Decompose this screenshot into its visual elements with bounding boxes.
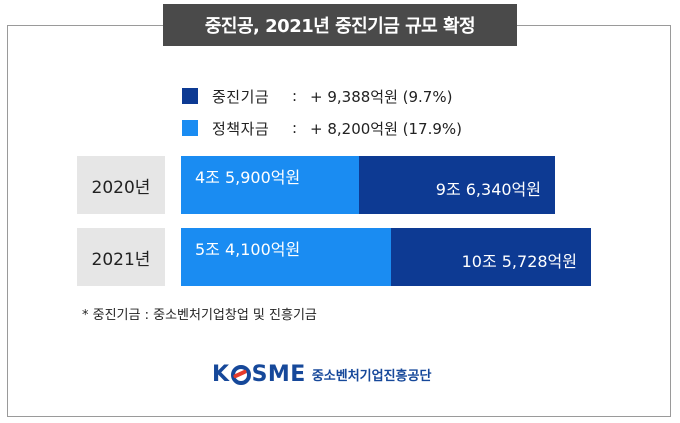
legend-colon: :	[292, 119, 298, 137]
data-label-total-1: 10조 5,728억원	[461, 252, 577, 271]
legend-swatch-policy	[182, 120, 198, 136]
legend: 중진기금 : + 9,388억원 (9.7%) 정책자금 : + 8,200억원…	[182, 80, 462, 144]
kosme-logo: K SME 중소벤처기업진흥공단	[212, 362, 431, 387]
data-label-policy-1: 5조 4,100억원	[195, 240, 301, 259]
category-label-2020: 2020년	[77, 156, 165, 214]
bar-row-2020: 4조 5,900억원 9조 6,340억원	[181, 156, 555, 214]
logo-o-mark	[230, 364, 251, 385]
data-label-policy-0: 4조 5,900억원	[195, 168, 301, 187]
category-label-2021: 2021년	[77, 228, 165, 286]
bar-row-2021: 5조 4,100억원 10조 5,728억원	[181, 228, 591, 286]
legend-value-fund: + 9,388억원 (9.7%)	[310, 87, 453, 106]
logo-letter-k: K	[212, 362, 230, 387]
logo-letters-sme: SME	[251, 362, 306, 387]
legend-swatch-fund	[182, 88, 198, 104]
chart-title: 중진공, 2021년 중진기금 규모 확정	[163, 4, 517, 46]
legend-colon: :	[292, 87, 298, 105]
legend-value-policy: + 8,200억원 (17.9%)	[310, 119, 463, 138]
logo-wordmark: K SME	[212, 362, 306, 387]
legend-label-policy: 정책자금	[212, 119, 270, 138]
legend-item-policy: 정책자금 : + 8,200억원 (17.9%)	[182, 112, 462, 144]
bar-policy-0	[181, 156, 359, 214]
bar-policy-1	[181, 228, 391, 286]
chart-frame	[7, 25, 671, 417]
logo-org-name: 중소벤처기업진흥공단	[311, 369, 432, 384]
legend-label-fund: 중진기금	[212, 87, 270, 106]
footnote: * 중진기금 : 중소벤처기업창업 및 진흥기금	[82, 308, 317, 323]
data-label-total-0: 9조 6,340억원	[435, 180, 541, 199]
legend-item-fund: 중진기금 : + 9,388억원 (9.7%)	[182, 80, 462, 112]
